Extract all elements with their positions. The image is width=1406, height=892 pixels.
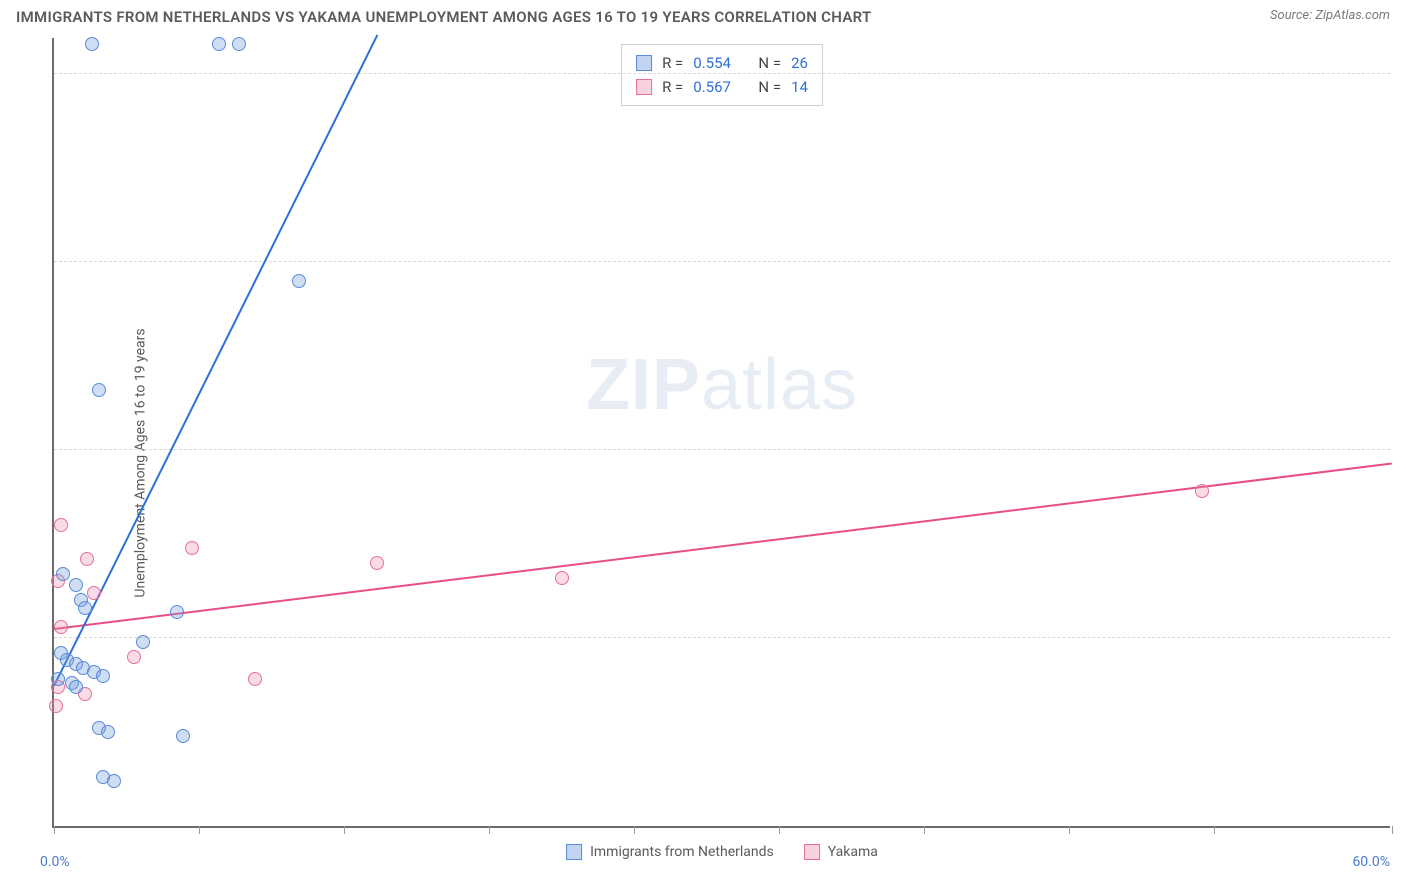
r-label: R =	[662, 75, 683, 99]
data-point-pink	[127, 650, 141, 664]
data-point-blue	[101, 725, 115, 739]
data-point-pink	[49, 699, 63, 713]
chart-title: IMMIGRANTS FROM NETHERLANDS VS YAKAMA UN…	[16, 8, 872, 26]
gridline	[54, 261, 1390, 262]
legend-stats-row-blue: R = 0.554 N = 26	[636, 51, 808, 75]
data-point-blue	[136, 635, 150, 649]
swatch-blue-icon	[566, 844, 582, 860]
data-point-pink	[248, 672, 262, 686]
n-label: N =	[758, 51, 781, 75]
n-value-blue: 26	[791, 51, 808, 75]
watermark: ZIPatlas	[586, 344, 858, 426]
data-point-blue	[176, 729, 190, 743]
r-value-pink: 0.567	[693, 75, 731, 99]
r-value-blue: 0.554	[693, 51, 731, 75]
x-tick	[54, 826, 55, 834]
legend-item-blue: Immigrants from Netherlands	[566, 844, 774, 860]
data-point-blue	[56, 567, 70, 581]
x-tick	[1069, 826, 1070, 834]
data-point-pink	[80, 552, 94, 566]
trend-line-pink	[54, 463, 1392, 631]
x-tick	[344, 826, 345, 834]
x-tick-label-min: 0.0%	[40, 854, 70, 870]
data-point-pink	[370, 556, 384, 570]
title-bar: IMMIGRANTS FROM NETHERLANDS VS YAKAMA UN…	[0, 0, 1406, 30]
chart-area: Unemployment Among Ages 16 to 19 years Z…	[0, 34, 1406, 892]
data-point-blue	[69, 680, 83, 694]
n-value-pink: 14	[791, 75, 808, 99]
x-tick	[924, 826, 925, 834]
r-label: R =	[662, 51, 683, 75]
swatch-pink-icon	[804, 844, 820, 860]
swatch-pink-icon	[636, 79, 652, 95]
data-point-blue	[96, 669, 110, 683]
legend-item-pink: Yakama	[804, 844, 878, 860]
watermark-rest: atlas	[701, 345, 858, 425]
plot-region: ZIPatlas R = 0.554 N = 26 R = 0.567 N = …	[52, 38, 1390, 828]
data-point-pink	[1195, 484, 1209, 498]
data-point-blue	[78, 601, 92, 615]
legend-stats-box: R = 0.554 N = 26 R = 0.567 N = 14	[621, 44, 823, 106]
data-point-blue	[232, 37, 246, 51]
n-label: N =	[758, 75, 781, 99]
x-tick	[1214, 826, 1215, 834]
data-point-blue	[170, 605, 184, 619]
gridline	[54, 449, 1390, 450]
data-point-blue	[69, 578, 83, 592]
x-tick	[779, 826, 780, 834]
trend-line-blue	[53, 34, 378, 686]
x-tick	[634, 826, 635, 834]
data-point-pink	[54, 518, 68, 532]
x-tick	[1392, 826, 1393, 834]
swatch-blue-icon	[636, 55, 652, 71]
legend-label-pink: Yakama	[828, 844, 878, 860]
source-label: Source: ZipAtlas.com	[1270, 8, 1390, 23]
x-tick	[489, 826, 490, 834]
data-point-blue	[212, 37, 226, 51]
x-tick-label-max: 60.0%	[1352, 854, 1390, 870]
legend-label-blue: Immigrants from Netherlands	[590, 844, 774, 860]
data-point-pink	[555, 571, 569, 585]
data-point-blue	[292, 274, 306, 288]
data-point-pink	[54, 620, 68, 634]
data-point-blue	[85, 37, 99, 51]
data-point-blue	[92, 383, 106, 397]
x-tick	[199, 826, 200, 834]
gridline	[54, 637, 1390, 638]
legend-stats-row-pink: R = 0.567 N = 14	[636, 75, 808, 99]
bottom-legend: Immigrants from Netherlands Yakama	[566, 844, 878, 860]
data-point-blue	[51, 672, 65, 686]
gridline	[54, 73, 1390, 74]
data-point-blue	[107, 774, 121, 788]
data-point-pink	[87, 586, 101, 600]
data-point-pink	[185, 541, 199, 555]
watermark-bold: ZIP	[586, 345, 701, 425]
